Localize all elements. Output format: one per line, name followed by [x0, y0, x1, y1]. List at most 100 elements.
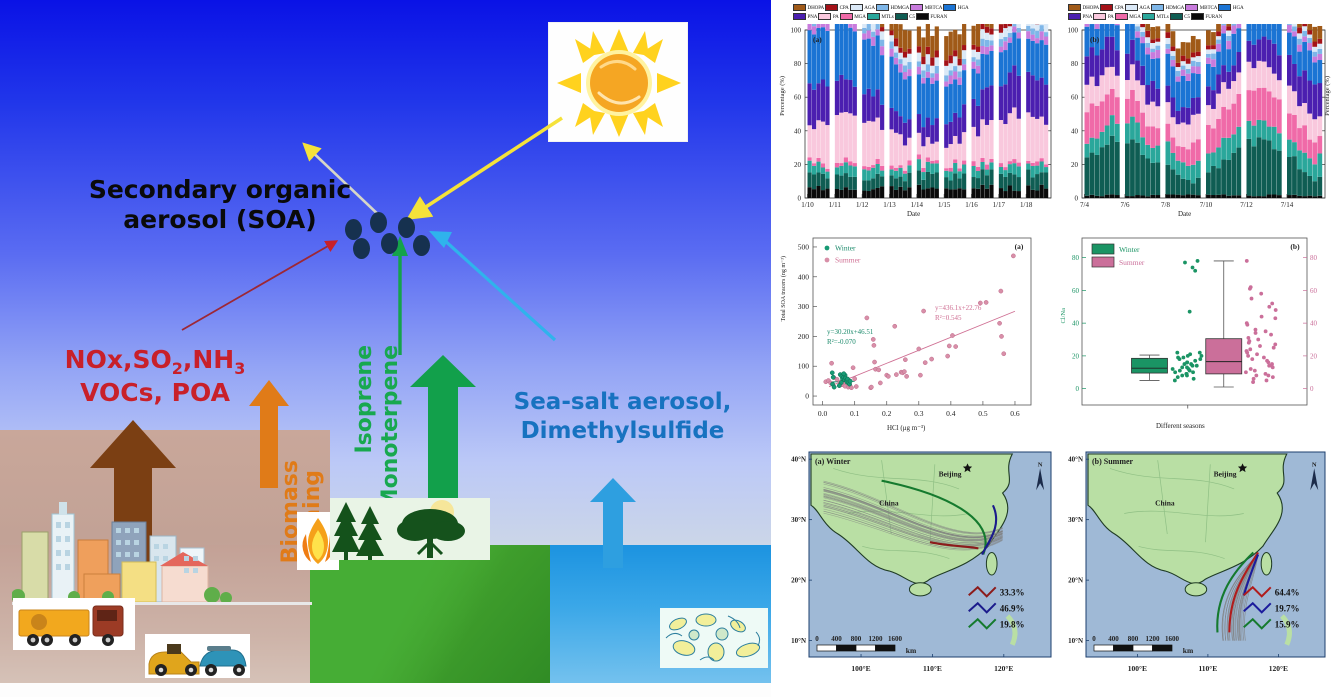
svg-text:7/12: 7/12 [1240, 201, 1253, 209]
svg-text:30°N: 30°N [1068, 516, 1083, 524]
axis-label-x: HCl (μg m⁻³) [887, 424, 926, 432]
svg-text:110°E: 110°E [923, 664, 942, 673]
svg-text:40°N: 40°N [791, 456, 806, 464]
svg-text:(a): (a) [1015, 242, 1024, 251]
svg-text:60: 60 [1071, 94, 1079, 102]
chart-panel-scatter: Total SOA tracers (ng m⁻³) 0.0 0.1 0.2 0.3 0… [779, 226, 1059, 441]
svg-text:1200: 1200 [1146, 635, 1161, 643]
bottom-white-band [0, 683, 771, 697]
biogenic-emission-arrow [410, 355, 476, 507]
svg-text:15.9%: 15.9% [1275, 619, 1300, 629]
svg-text:China: China [1155, 498, 1175, 507]
sun-icon [548, 22, 688, 142]
legend-swatch [894, 13, 908, 20]
soa-title-line1: Secondary organic [88, 175, 352, 204]
svg-text:500: 500 [798, 242, 810, 251]
axis-label-x: Date [1178, 210, 1192, 218]
legend-label: HDMGA [1165, 4, 1185, 11]
legend-label: MGA [1129, 13, 1141, 20]
map-panel-summer: Beijing China (b) Summer N 40°N 30°N 20°N 10°N 1… [1056, 444, 1333, 697]
svg-text:60: 60 [794, 94, 802, 102]
svg-text:0.4: 0.4 [946, 409, 956, 418]
svg-text:China: China [879, 498, 899, 507]
legend-item-cpa: CPA [1100, 4, 1124, 11]
legend-label: AGA [1139, 4, 1150, 11]
svg-text:Summer: Summer [835, 256, 861, 265]
svg-text:Winter: Winter [835, 244, 856, 253]
chart-panel-boxplot: Cl/Na 0 0 20 20 40 40 60 60 80 80 Winter Summer (b) … [1056, 226, 1333, 441]
legend-label: MTLs [881, 13, 894, 20]
legend-item-c5: C5 [1169, 13, 1190, 20]
truck-photo [13, 598, 135, 650]
svg-text:1200: 1200 [869, 635, 884, 643]
svg-text:(a) Winter: (a) Winter [815, 457, 851, 466]
legend-label: MBTCA [1199, 4, 1218, 11]
svg-text:1/16: 1/16 [965, 201, 978, 209]
svg-text:0: 0 [805, 392, 809, 401]
svg-text:0: 0 [1092, 635, 1096, 643]
isoprene-label: Isoprene [352, 345, 377, 454]
soa-particle [381, 233, 398, 254]
svg-text:400: 400 [831, 635, 842, 643]
axis-label-y: Percentage (%) [1324, 76, 1331, 116]
svg-text:80: 80 [1072, 254, 1080, 262]
svg-text:1/14: 1/14 [911, 201, 924, 209]
svg-text:400: 400 [1108, 635, 1119, 643]
legend-item-pna: PNA [1068, 13, 1092, 20]
legend-label: C5 [909, 13, 915, 20]
seasalt-line2: Dimethylsulfide [520, 417, 725, 444]
soa-particle [398, 217, 415, 238]
svg-text:20°N: 20°N [1068, 577, 1083, 585]
legend-row-2: PNA PA MGA MTLs C5 FURAN [793, 13, 1058, 20]
svg-text:0.2: 0.2 [882, 409, 892, 418]
svg-text:60: 60 [1072, 287, 1080, 295]
legend-swatch [1100, 4, 1114, 11]
svg-text:1/17: 1/17 [993, 201, 1006, 209]
svg-text:km: km [1183, 646, 1194, 655]
legend-swatch [839, 13, 853, 20]
svg-text:R²=-0.070: R²=-0.070 [827, 338, 856, 346]
legend-swatch [1093, 13, 1107, 20]
legend-label: PNA [807, 13, 818, 20]
svg-text:(b): (b) [1290, 242, 1300, 251]
legend-item-cpa: CPA [825, 4, 849, 11]
svg-text:20: 20 [1072, 352, 1080, 360]
svg-text:20: 20 [1310, 352, 1318, 360]
legend-label: CPA [839, 4, 849, 11]
coast-transition [310, 545, 570, 697]
monoterpene-label: Monoterpene [378, 345, 403, 511]
svg-text:y=436.1x+22.76: y=436.1x+22.76 [935, 304, 982, 312]
legend-item-pa: PA [1093, 13, 1114, 20]
svg-text:110°E: 110°E [1198, 664, 1217, 673]
svg-text:80: 80 [794, 60, 802, 68]
trajectory-map-winter: Beijing China (a) Winter N 40°N 30°N 20°N 10°N 1… [791, 451, 1052, 673]
legend-item-mtls: MTLs [1141, 13, 1169, 20]
legend-swatch [1218, 4, 1232, 11]
legend-row-1: DHOPA CPA AGA HDMGA MBTCA HGA [1068, 4, 1328, 11]
svg-text:120°E: 120°E [1269, 664, 1288, 673]
cars-photo [145, 634, 250, 678]
svg-text:1/10: 1/10 [801, 201, 814, 209]
svg-text:1/13: 1/13 [883, 201, 896, 209]
precursor-nh: ,NH [182, 345, 235, 374]
legend-label: FURAN [930, 13, 948, 20]
svg-text:100: 100 [791, 27, 802, 35]
anthropogenic-emission-arrow [90, 420, 176, 570]
legend-label: FURAN [1205, 13, 1223, 20]
legend-label: PA [832, 13, 839, 20]
legend-item-hdmga: HDMGA [1151, 4, 1184, 11]
sub-2: 2 [171, 359, 183, 378]
svg-text:Winter: Winter [1119, 245, 1140, 254]
svg-text:7/14: 7/14 [1281, 201, 1294, 209]
svg-text:19.7%: 19.7% [1275, 603, 1300, 613]
legend-item-hga: HGA [1218, 4, 1244, 11]
results-figure-panel: DHOPA CPA AGA HDMGA MBTCA HGA PNA PA MGA MTLs C5 F… [771, 0, 1333, 697]
legend-swatch [825, 4, 839, 11]
svg-text:100°E: 100°E [851, 664, 870, 673]
trajectory-map-summer: Beijing China (b) Summer N 40°N 30°N 20°N 10°N 1… [1068, 451, 1326, 673]
svg-text:7/6: 7/6 [1121, 201, 1130, 209]
legend-item-mbtca: MBTCA [1185, 4, 1217, 11]
axis-label-x: Different seasons [1156, 422, 1205, 430]
svg-text:0.6: 0.6 [1010, 409, 1020, 418]
biomass-burning-arrow [249, 380, 289, 488]
